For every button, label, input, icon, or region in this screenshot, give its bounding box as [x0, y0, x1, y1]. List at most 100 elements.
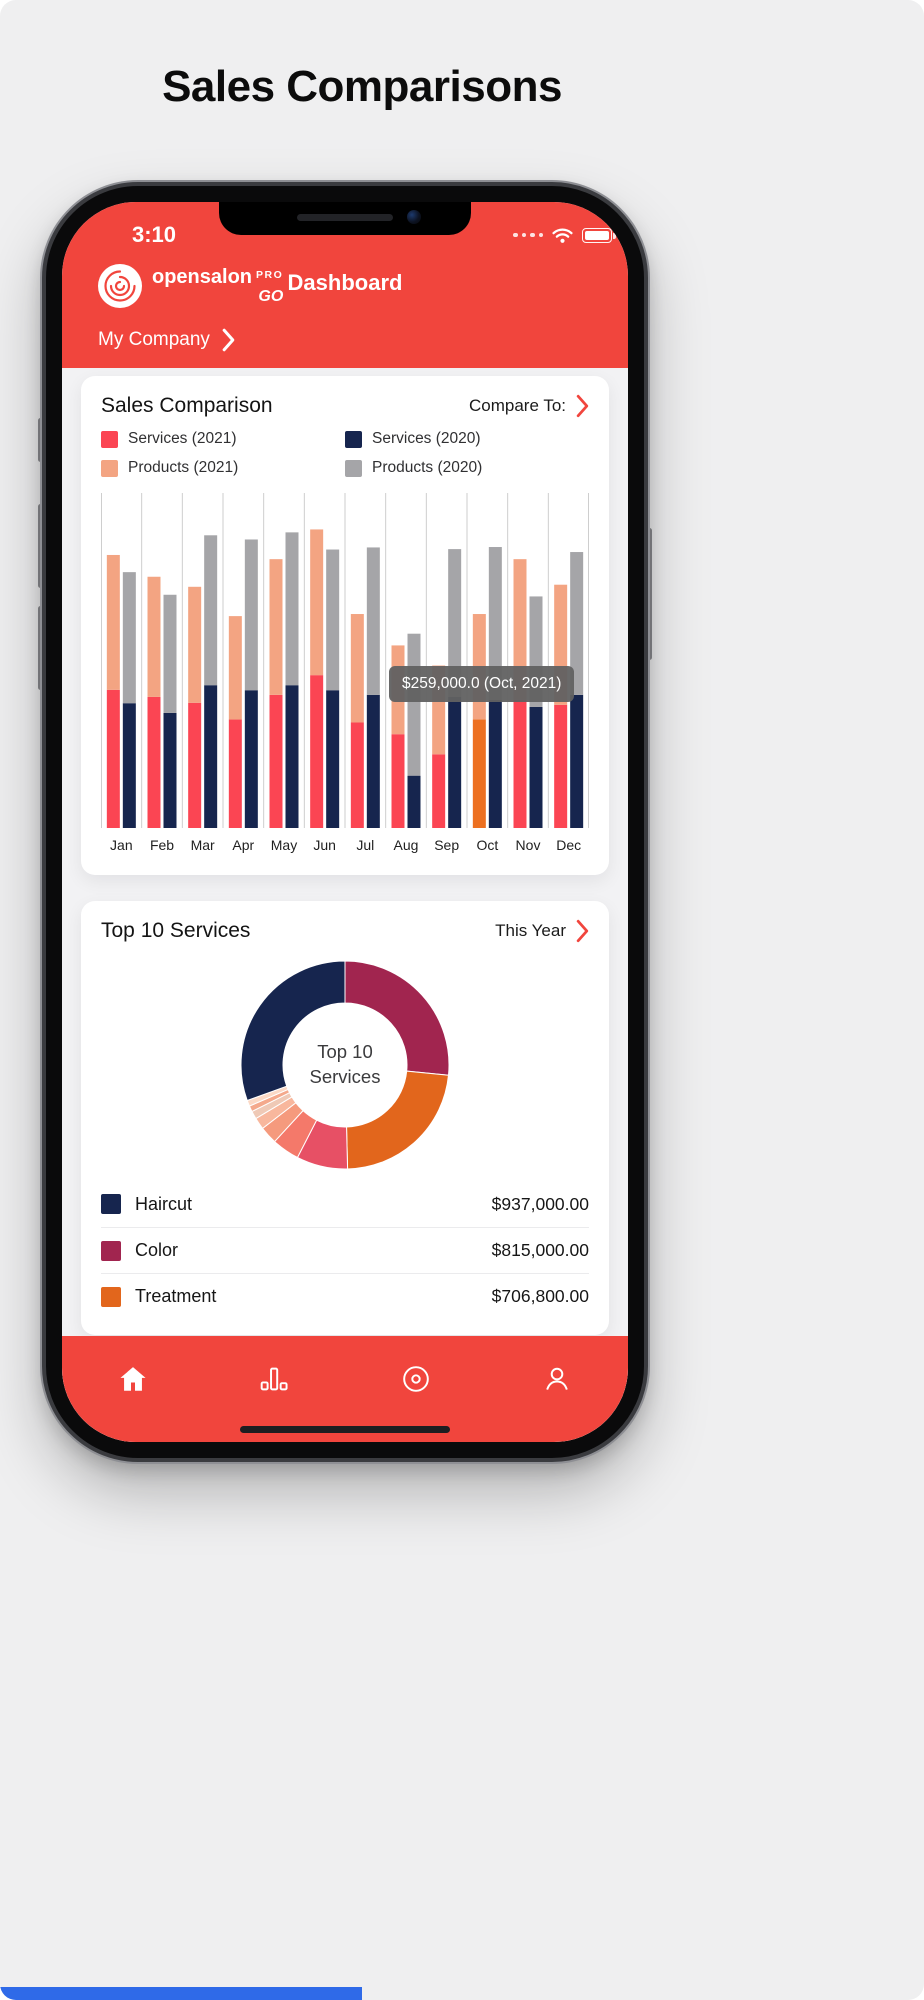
legend-swatch [101, 459, 118, 477]
nav-record-button[interactable] [400, 1363, 432, 1395]
chevron-right-icon [576, 394, 589, 418]
x-axis-label: Mar [191, 837, 215, 853]
bar-segment[interactable] [366, 694, 380, 828]
phone-screen: 3:10 [62, 202, 628, 1442]
bar-segment[interactable] [188, 586, 202, 703]
bar-segment[interactable] [570, 552, 584, 695]
brand-text: opensalon PRO GO [152, 265, 283, 306]
bar-segment[interactable] [448, 549, 462, 697]
bar-segment[interactable] [163, 712, 177, 828]
x-axis-label: Feb [150, 837, 174, 853]
donut-slice[interactable] [240, 960, 346, 1102]
profile-icon [546, 1367, 569, 1390]
nav-stats-button[interactable] [258, 1363, 290, 1395]
bar-segment[interactable] [366, 547, 380, 695]
bar-segment[interactable] [350, 722, 364, 828]
bar-segment[interactable] [147, 576, 161, 697]
bar-segment[interactable] [529, 706, 543, 828]
bar-segment[interactable] [310, 675, 324, 828]
bottom-nav [62, 1336, 628, 1442]
compare-to-label: Compare To: [468, 396, 566, 415]
bar-segment[interactable] [122, 703, 136, 828]
bar-chart-area: Jan Feb Mar Apr May Jun Jul Aug Sep Oct Nov Dec $25… [101, 493, 589, 859]
scroll-content[interactable]: Sales Comparison Compare To: Services (2… [62, 368, 628, 1442]
legend-swatch [345, 459, 362, 477]
service-color-swatch [101, 1286, 121, 1307]
bar-segment[interactable] [488, 547, 502, 700]
service-value: $815,000.00 [491, 1240, 589, 1260]
brand-name: opensalon [152, 265, 253, 288]
compare-to-button[interactable]: Compare To: [469, 394, 589, 418]
x-axis-label: Oct [476, 837, 498, 853]
bar-segment[interactable] [147, 696, 161, 828]
bar-segment[interactable] [228, 616, 242, 720]
bar-segment[interactable] [188, 702, 202, 828]
x-axis-label: May [271, 837, 297, 853]
bar-segment[interactable] [513, 559, 527, 700]
bar-segment[interactable] [163, 594, 177, 713]
bar-segment[interactable] [391, 734, 405, 828]
legend-label: Services (2020) [372, 430, 481, 447]
speaker [297, 214, 393, 221]
phone-mockup: 3:10 [38, 182, 652, 1462]
bar-segment[interactable] [432, 754, 446, 828]
x-axis-label: Jul [356, 837, 374, 853]
nav-home-button[interactable] [117, 1363, 149, 1395]
bar-segment[interactable] [407, 633, 421, 776]
card-title: Sales Comparison [101, 394, 273, 417]
x-axis-label: Aug [394, 837, 419, 853]
service-value: $706,800.00 [491, 1286, 589, 1306]
bar-segment[interactable] [269, 694, 283, 828]
bar-segment[interactable] [326, 690, 340, 828]
bar-segment[interactable] [472, 719, 486, 828]
bar-segment[interactable] [106, 554, 120, 690]
mute-switch [38, 418, 43, 462]
bar-segment[interactable] [554, 704, 568, 828]
legend-item: Products (2020) [345, 459, 589, 477]
legend-swatch [101, 430, 118, 448]
bar-segment[interactable] [285, 532, 299, 686]
bar-segment[interactable] [285, 685, 299, 828]
service-color-swatch [101, 1194, 121, 1214]
bar-segment[interactable] [244, 690, 258, 828]
bar-segment[interactable] [513, 699, 527, 828]
nav-profile-button[interactable] [541, 1363, 573, 1395]
legend-label: Services (2021) [128, 430, 237, 447]
bar-segment[interactable] [122, 572, 136, 704]
bar-segment[interactable] [310, 529, 324, 676]
screen-title: Dashboard [287, 270, 403, 296]
service-value: $937,000.00 [491, 1193, 589, 1214]
service-color-swatch [101, 1240, 121, 1261]
bar-segment[interactable] [204, 535, 218, 686]
bar-segment[interactable] [269, 559, 283, 695]
bar-segment[interactable] [350, 614, 364, 723]
bar-segment[interactable] [570, 694, 584, 828]
bar-segment[interactable] [204, 685, 218, 828]
this-year-button[interactable]: This Year [495, 919, 589, 943]
app-logo [98, 264, 142, 308]
service-row[interactable]: Haircut $937,000.00 [101, 1181, 589, 1227]
bar-segment[interactable] [488, 699, 502, 828]
bar-segment[interactable] [106, 689, 120, 828]
donut-chart-area: Top 10 Services [235, 955, 455, 1175]
bar-segment[interactable] [326, 549, 340, 691]
legend-item: Products (2021) [101, 459, 345, 477]
chart-legend: Services (2021) Services (2020) Products (… [101, 430, 589, 477]
home-icon [120, 1367, 146, 1391]
company-selector[interactable]: My Company [62, 310, 628, 352]
status-time: 3:10 [132, 222, 177, 247]
donut-slice[interactable] [344, 960, 450, 1076]
bar-segment[interactable] [448, 696, 462, 828]
service-name: Treatment [135, 1286, 217, 1306]
service-row[interactable]: Treatment $706,800.00 [101, 1273, 589, 1319]
service-row[interactable]: Color $815,000.00 [101, 1227, 589, 1273]
x-axis-label: Dec [556, 837, 581, 853]
bar-segment[interactable] [228, 719, 242, 828]
bar-segment[interactable] [244, 539, 258, 691]
chevron-right-icon [222, 328, 235, 352]
bar-segment[interactable] [407, 775, 421, 828]
sales-comparison-card: Sales Comparison Compare To: Services (2… [81, 376, 609, 875]
donut-slice[interactable] [346, 1070, 450, 1170]
status-icons [513, 227, 616, 244]
